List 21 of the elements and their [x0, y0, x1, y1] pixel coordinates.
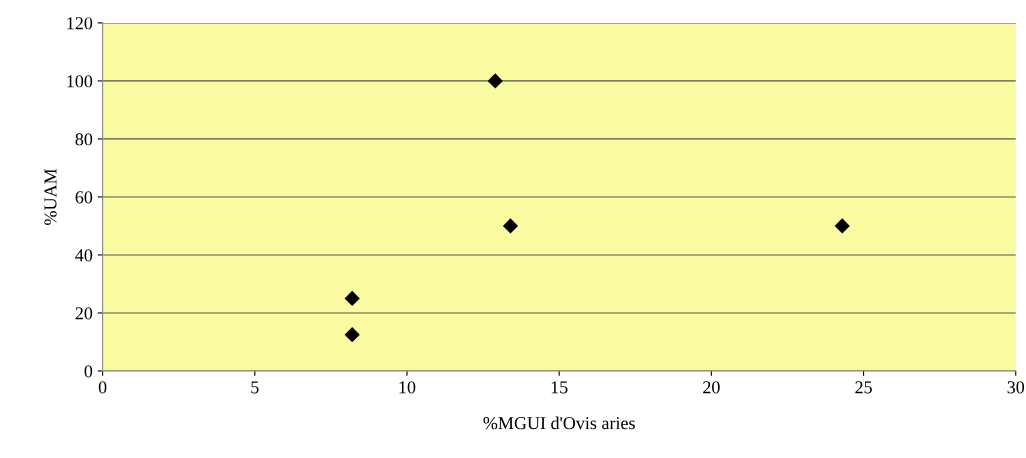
x-tick-label: 5	[251, 381, 259, 394]
y-tick-label: 80	[75, 133, 93, 146]
point	[834, 218, 850, 234]
y-tick-label: 40	[75, 249, 93, 262]
x-axis-title: %MGUI d'Ovis aries	[483, 416, 635, 430]
x-tick-label: 30	[1007, 381, 1025, 394]
point	[487, 73, 503, 89]
point	[344, 327, 360, 343]
x-tick-label: 20	[703, 381, 720, 394]
point	[344, 290, 360, 307]
x-tick-label: 25	[855, 381, 872, 394]
y-axis-title: %UAM	[44, 168, 57, 225]
x-tick-label: 15	[551, 381, 568, 394]
y-tick-label: 100	[67, 75, 93, 88]
y-tick-label: 20	[75, 307, 93, 320]
y-tick-label: 120	[67, 17, 93, 30]
point	[502, 218, 519, 234]
y-tick-label: 0	[84, 365, 93, 378]
x-tick-label: 10	[399, 381, 416, 394]
x-tick-label: 0	[98, 381, 107, 394]
y-tick-label: 60	[75, 191, 93, 204]
